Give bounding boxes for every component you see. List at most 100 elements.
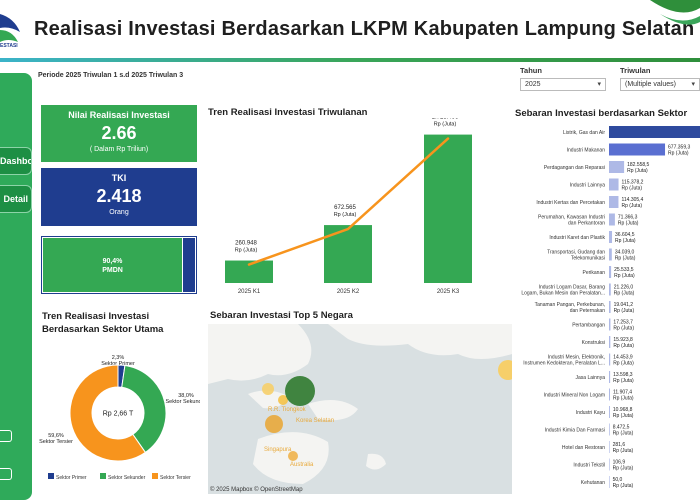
sector-bar	[609, 388, 610, 401]
donut-slice-name: Sektor Sekunder	[166, 399, 200, 405]
logo-icon	[0, 14, 20, 42]
kpi-tki-card: TKI 2.418 Orang	[41, 168, 197, 226]
sidebar-square-icon[interactable]	[0, 430, 12, 442]
donut-legend-swatch	[152, 473, 158, 479]
donut-slice-percent: 59,6%	[48, 433, 64, 439]
trend-data-unit: Rp (Juta)	[235, 248, 258, 254]
trend-bar	[225, 260, 273, 283]
sector-bar	[609, 178, 619, 191]
triwulan-dropdown-value: (Multiple values)	[625, 81, 676, 88]
trend-x-tick: 2025 K3	[437, 289, 460, 295]
map-marker[interactable]	[288, 451, 298, 461]
sector-label: Listrik, Gas dan Air	[563, 130, 605, 136]
investment-map[interactable]: R.R. Tiongkok Korea Selatan Singapura Austr…	[208, 324, 512, 494]
sector-bar	[609, 353, 611, 366]
donut-title-line2: Berdasarkan Sektor Utama	[42, 324, 164, 335]
sector-label: Perumahan, Kawasan Industri	[538, 215, 605, 221]
sector-value-label: 14.453,9	[613, 355, 633, 361]
sector-value-label: 15.923,8	[613, 337, 633, 343]
sector-value-unit: Rp (Juta)	[622, 186, 643, 192]
land-nz	[366, 453, 386, 470]
sector-value-label: 8.472,5	[613, 425, 630, 431]
sector-label: Industri Mesin, Elektronik,	[548, 355, 605, 361]
kpi-nilai-label: Nilai Realisasi Investasi	[68, 110, 170, 120]
trend-x-tick: 2025 K2	[337, 289, 360, 295]
sector-value-unit: Rp (Juta)	[613, 431, 634, 437]
sidebar-item-label: Dashboard	[0, 156, 32, 166]
sector-value-unit: Rp (Juta)	[614, 308, 635, 314]
sector-value-unit: Rp (Juta)	[614, 273, 635, 279]
sector-label: Industri Kertas dan Percetakan	[536, 200, 605, 206]
filter-tahun-label: Tahun	[520, 66, 542, 75]
trend-line	[247, 137, 450, 266]
donut-chart-title: Tren Realisasi Investasi Berdasarkan Sek…	[42, 310, 163, 336]
sector-label: Hotel dan Restoran	[562, 445, 605, 451]
map-marker[interactable]	[265, 415, 283, 433]
map-marker[interactable]	[285, 376, 315, 406]
tahun-dropdown-value: 2025	[525, 81, 541, 88]
sector-label: Perikanan	[582, 270, 605, 276]
sector-value-unit: Rp (Juta)	[627, 168, 648, 174]
sector-bar	[609, 423, 610, 436]
sidebar-item-dashboard[interactable]: Dashboard	[0, 147, 32, 175]
sector-bar	[609, 476, 610, 488]
sector-value-unit: Rp (Juta)	[621, 203, 642, 209]
map-title: Sebaran Investasi Top 5 Negara	[210, 310, 353, 321]
sector-label: Tanaman Pangan, Perkebunan,	[535, 302, 605, 308]
periode-label: Periode 2025 Triwulan 1 s.d 2025 Triwula…	[38, 72, 184, 79]
kpi-tki-label: TKI	[111, 173, 127, 183]
sector-value-label: 13.598,3	[613, 372, 633, 378]
triwulan-dropdown[interactable]: (Multiple values) ▾	[620, 78, 700, 91]
trend-bar	[424, 134, 472, 283]
pmdn-percent: 90,4%	[102, 258, 123, 265]
map-marker[interactable]	[262, 383, 274, 395]
map-marker-label: Singapura	[264, 447, 292, 453]
sector-value-unit: Rp (Juta)	[613, 448, 634, 454]
sector-value-unit: Rp (Juta)	[613, 361, 634, 367]
map-marker[interactable]	[278, 395, 288, 405]
sector-value-unit: Rp (Juta)	[613, 343, 634, 349]
sector-label: Industri Kimia Dan Farmasi	[545, 428, 605, 434]
sector-value-label: 19.041,2	[614, 302, 634, 308]
sector-bar	[609, 126, 700, 138]
land-islands	[308, 400, 358, 421]
sector-label: Instrumen Kedokteran, Peralatan L...	[523, 361, 605, 367]
sidebar-square-icon[interactable]	[0, 468, 12, 480]
trend-data-label: 1.723.496	[432, 118, 459, 121]
land-north	[328, 324, 512, 359]
sector-label: Telekomunikasi	[571, 256, 605, 262]
kpi-nilai-sub: ( Dalam Rp Triliun)	[89, 146, 149, 153]
trend-x-tick: 2025 K1	[238, 289, 261, 295]
pma-share-bar	[183, 238, 195, 292]
sector-value-unit: Rp (Juta)	[613, 483, 634, 489]
sector-value-unit: Rp (Juta)	[615, 256, 636, 262]
pmdn-card: 90,4% PMDN	[41, 236, 197, 294]
sector-value-unit: Rp (Juta)	[668, 151, 689, 157]
sector-label: Logam, Bukan Mesin dan Peralatan...	[521, 291, 605, 297]
sector-value-label: 71.366,3	[618, 215, 638, 221]
sector-bar	[609, 248, 612, 261]
sector-bar	[609, 406, 610, 418]
sidebar-item-detail[interactable]: Detail	[0, 185, 32, 213]
sector-bar	[609, 441, 610, 453]
sector-bar	[609, 336, 611, 348]
trend-chart-title: Tren Realisasi Investasi Triwulanan	[208, 107, 368, 118]
sector-label: Industri Kayu	[576, 410, 605, 416]
kpi-tki-sub: Orang	[109, 209, 129, 216]
sector-label: dan Peternakan	[570, 308, 606, 314]
sector-value-label: 182.558,5	[627, 162, 649, 168]
sector-value-label: 36.604,5	[615, 232, 635, 238]
filter-tahun: Tahun 2025 ▾	[520, 66, 606, 91]
map-marker-label: Australia	[290, 462, 314, 468]
sector-value-label: 21.226,0	[614, 285, 634, 291]
sector-value-label: 115.378,2	[622, 180, 644, 186]
sector-label: Industri Lainnya	[570, 183, 606, 189]
trend-data-label: 672.565	[334, 205, 356, 211]
sector-value-unit: Rp (Juta)	[615, 238, 636, 244]
sector-value-unit: Rp (Juta)	[613, 326, 634, 332]
tahun-dropdown[interactable]: 2025 ▾	[520, 78, 606, 91]
sector-value-unit: Rp (Juta)	[613, 413, 634, 419]
map-marker-label: Korea Selatan	[296, 418, 334, 424]
